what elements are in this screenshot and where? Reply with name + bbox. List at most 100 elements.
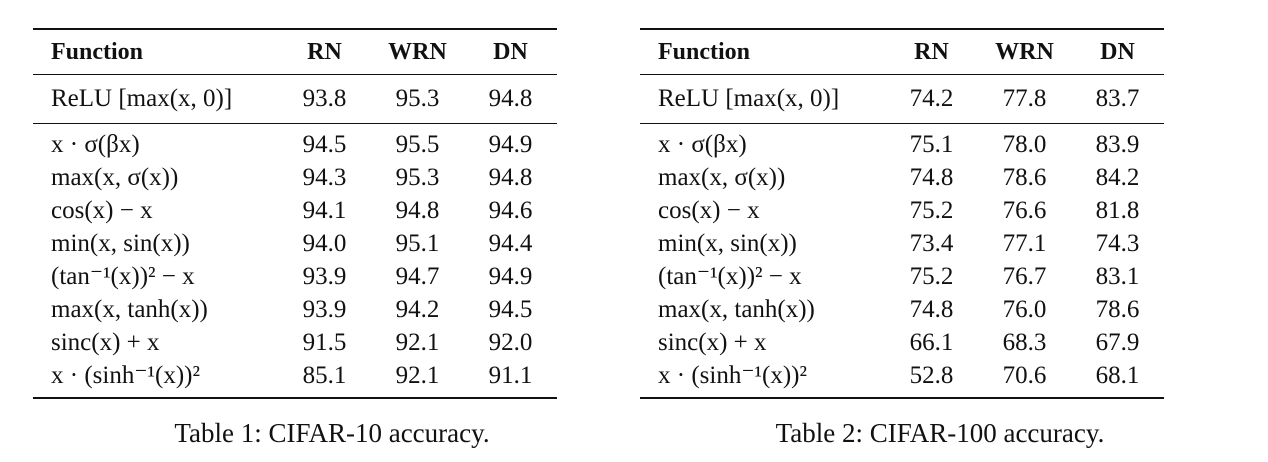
row-rn: 94.3 (302, 164, 347, 191)
table-row: x · σ(βx) 94.5 95.5 94.9 (33, 124, 557, 162)
row-rn: 74.8 (909, 296, 954, 323)
cifar100-table-wrapper: Function RN WRN DN ReLU [max(x, 0)] 74.2… (640, 28, 1164, 399)
header-dn: DN (493, 38, 528, 65)
table-row: min(x, sin(x)) 94.0 95.1 94.4 (33, 227, 557, 260)
table-row: sinc(x) + x 91.5 92.1 92.0 (33, 326, 557, 359)
row-wrn: 77.1 (1002, 230, 1047, 257)
baseline-row: ReLU [max(x, 0)] 93.8 95.3 94.8 (33, 75, 557, 124)
baseline-wrn: 77.8 (1002, 85, 1047, 112)
table-row: max(x, tanh(x)) 74.8 76.0 78.6 (640, 293, 1164, 326)
row-function: x · σ(βx) (658, 131, 747, 158)
baseline-wrn: 95.3 (395, 85, 440, 112)
row-rn: 75.1 (909, 131, 954, 158)
header-function: Function (658, 38, 751, 65)
row-rn: 75.2 (909, 263, 954, 290)
row-wrn: 78.0 (1002, 131, 1047, 158)
table-row: max(x, σ(x)) 74.8 78.6 84.2 (640, 161, 1164, 194)
header-wrn: WRN (388, 38, 447, 65)
row-wrn: 76.0 (1002, 296, 1047, 323)
row-wrn: 70.6 (1002, 362, 1047, 389)
header-function: Function (51, 38, 144, 65)
table-header-row: Function RN WRN DN (640, 29, 1164, 75)
table-row: sinc(x) + x 66.1 68.3 67.9 (640, 326, 1164, 359)
row-function: max(x, σ(x)) (658, 164, 786, 191)
row-wrn: 95.5 (395, 131, 440, 158)
table-row: max(x, tanh(x)) 93.9 94.2 94.5 (33, 293, 557, 326)
row-dn: 94.4 (488, 230, 533, 257)
row-rn: 52.8 (909, 362, 954, 389)
row-dn: 94.5 (488, 296, 533, 323)
cifar10-accuracy-table: Function RN WRN DN ReLU [max(x, 0)] 93.8… (33, 28, 557, 399)
row-function: x · (sinh⁻¹(x))² (658, 362, 807, 389)
row-function: cos(x) − x (658, 197, 760, 224)
row-wrn: 76.6 (1002, 197, 1047, 224)
row-function: min(x, sin(x)) (658, 230, 797, 257)
table-body: x · σ(βx) 94.5 95.5 94.9 max(x, σ(x)) 94.3 95.… (33, 124, 557, 399)
row-dn: 94.8 (488, 164, 533, 191)
row-wrn: 92.1 (395, 362, 440, 389)
row-function: sinc(x) + x (51, 329, 160, 356)
row-wrn: 95.3 (395, 164, 440, 191)
row-dn: 81.8 (1095, 197, 1140, 224)
row-dn: 91.1 (488, 362, 533, 389)
table-row: cos(x) − x 94.1 94.8 94.6 (33, 194, 557, 227)
cifar100-accuracy-table: Function RN WRN DN ReLU [max(x, 0)] 74.2… (640, 28, 1164, 399)
row-function: x · σ(βx) (51, 131, 140, 158)
table-body: x · σ(βx) 75.1 78.0 83.9 max(x, σ(x)) 74.8 78.… (640, 124, 1164, 399)
baseline-dn: 83.7 (1095, 85, 1140, 112)
baseline-row: ReLU [max(x, 0)] 74.2 77.8 83.7 (640, 75, 1164, 124)
row-function: max(x, tanh(x)) (51, 296, 208, 323)
row-rn: 91.5 (302, 329, 347, 356)
row-dn: 94.9 (488, 263, 533, 290)
row-rn: 74.8 (909, 164, 954, 191)
row-function: sinc(x) + x (658, 329, 767, 356)
row-dn: 67.9 (1095, 329, 1140, 356)
header-wrn: WRN (995, 38, 1054, 65)
row-dn: 83.9 (1095, 131, 1140, 158)
table-row: cos(x) − x 75.2 76.6 81.8 (640, 194, 1164, 227)
row-dn: 92.0 (488, 329, 533, 356)
row-rn: 93.9 (302, 263, 347, 290)
row-dn: 94.9 (488, 131, 533, 158)
row-wrn: 95.1 (395, 230, 440, 257)
row-wrn: 94.7 (395, 263, 440, 290)
row-rn: 94.1 (302, 197, 347, 224)
row-rn: 73.4 (909, 230, 954, 257)
row-wrn: 92.1 (395, 329, 440, 356)
row-dn: 94.6 (488, 197, 533, 224)
row-function: max(x, σ(x)) (51, 164, 179, 191)
header-rn: RN (307, 38, 342, 65)
row-function: max(x, tanh(x)) (658, 296, 815, 323)
row-dn: 68.1 (1095, 362, 1140, 389)
header-dn: DN (1100, 38, 1135, 65)
row-wrn: 94.8 (395, 197, 440, 224)
table-row: (tan⁻¹(x))² − x 75.2 76.7 83.1 (640, 260, 1164, 293)
baseline-rn: 93.8 (302, 85, 347, 112)
row-function: min(x, sin(x)) (51, 230, 190, 257)
table-row: x · (sinh⁻¹(x))² 52.8 70.6 68.1 (640, 359, 1164, 398)
row-dn: 83.1 (1095, 263, 1140, 290)
table-caption: Table 2: CIFAR-100 accuracy. (775, 418, 1105, 448)
row-rn: 75.2 (909, 197, 954, 224)
row-rn: 93.9 (302, 296, 347, 323)
row-function: (tan⁻¹(x))² − x (51, 263, 195, 290)
row-wrn: 94.2 (395, 296, 440, 323)
row-wrn: 76.7 (1002, 263, 1047, 290)
row-rn: 85.1 (302, 362, 347, 389)
row-function: x · (sinh⁻¹(x))² (51, 362, 200, 389)
row-rn: 66.1 (909, 329, 954, 356)
row-dn: 74.3 (1095, 230, 1140, 257)
table-header-row: Function RN WRN DN (33, 29, 557, 75)
table-row: x · (sinh⁻¹(x))² 85.1 92.1 91.1 (33, 359, 557, 398)
table-row: max(x, σ(x)) 94.3 95.3 94.8 (33, 161, 557, 194)
baseline-rn: 74.2 (909, 85, 954, 112)
baseline-function: ReLU [max(x, 0)] (658, 85, 840, 112)
cifar10-table-wrapper: Function RN WRN DN ReLU [max(x, 0)] 93.8… (33, 28, 557, 399)
table-caption: Table 1: CIFAR-10 accuracy. (174, 418, 490, 448)
row-wrn: 78.6 (1002, 164, 1047, 191)
row-rn: 94.5 (302, 131, 347, 158)
table-row: min(x, sin(x)) 73.4 77.1 74.3 (640, 227, 1164, 260)
baseline-dn: 94.8 (488, 85, 533, 112)
row-function: cos(x) − x (51, 197, 153, 224)
header-rn: RN (914, 38, 949, 65)
